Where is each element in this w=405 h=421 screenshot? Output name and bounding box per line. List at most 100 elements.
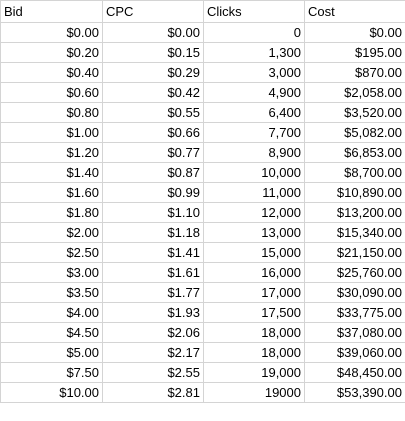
- bid-cell[interactable]: $3.50: [0, 282, 103, 303]
- table-row: $3.00 $1.61 16,000 $25,760.00: [0, 262, 405, 283]
- cpc-cell[interactable]: $2.55: [102, 362, 204, 383]
- bid-cell[interactable]: $0.80: [0, 102, 103, 123]
- cpc-cell[interactable]: $2.17: [102, 342, 204, 363]
- table-row: $0.80 $0.55 6,400 $3,520.00: [0, 102, 405, 123]
- cpc-cell[interactable]: $0.77: [102, 142, 204, 163]
- clicks-cell[interactable]: 19,000: [203, 362, 305, 383]
- table-row: $10.00 $2.81 19000 $53,390.00: [0, 382, 405, 403]
- cost-cell[interactable]: $53,390.00: [304, 382, 405, 403]
- bid-cell[interactable]: $1.60: [0, 182, 103, 203]
- clicks-cell[interactable]: 0: [203, 22, 305, 43]
- cost-cell[interactable]: $0.00: [304, 22, 405, 43]
- cpc-cell[interactable]: $0.55: [102, 102, 204, 123]
- table-row: $0.20 $0.15 1,300 $195.00: [0, 42, 405, 63]
- bid-cell[interactable]: $2.50: [0, 242, 103, 263]
- bid-cell[interactable]: $0.20: [0, 42, 103, 63]
- cpc-cell[interactable]: $1.93: [102, 302, 204, 323]
- table-row: $5.00 $2.17 18,000 $39,060.00: [0, 342, 405, 363]
- cost-cell[interactable]: $5,082.00: [304, 122, 405, 143]
- cost-cell[interactable]: $37,080.00: [304, 322, 405, 343]
- clicks-cell[interactable]: 1,300: [203, 42, 305, 63]
- cpc-cell[interactable]: $0.99: [102, 182, 204, 203]
- cpc-cell[interactable]: $1.10: [102, 202, 204, 223]
- column-header-cpc[interactable]: CPC: [102, 0, 204, 23]
- clicks-cell[interactable]: 4,900: [203, 82, 305, 103]
- cost-cell[interactable]: $39,060.00: [304, 342, 405, 363]
- table-row: $0.40 $0.29 3,000 $870.00: [0, 62, 405, 83]
- cost-cell[interactable]: $15,340.00: [304, 222, 405, 243]
- table-row: $4.50 $2.06 18,000 $37,080.00: [0, 322, 405, 343]
- bid-cell[interactable]: $1.80: [0, 202, 103, 223]
- cost-cell[interactable]: $6,853.00: [304, 142, 405, 163]
- cpc-cell[interactable]: $0.15: [102, 42, 204, 63]
- cpc-cell[interactable]: $0.66: [102, 122, 204, 143]
- table-row: $1.40 $0.87 10,000 $8,700.00: [0, 162, 405, 183]
- cost-cell[interactable]: $8,700.00: [304, 162, 405, 183]
- cpc-cell[interactable]: $0.87: [102, 162, 204, 183]
- cost-cell[interactable]: $10,890.00: [304, 182, 405, 203]
- cost-cell[interactable]: $195.00: [304, 42, 405, 63]
- cpc-cell[interactable]: $1.77: [102, 282, 204, 303]
- clicks-cell[interactable]: 19000: [203, 382, 305, 403]
- spreadsheet-table: Bid CPC Clicks Cost $0.00 $0.00 0 $0.00 $0.2…: [0, 0, 405, 403]
- column-header-bid[interactable]: Bid: [0, 0, 103, 23]
- table-row: $2.00 $1.18 13,000 $15,340.00: [0, 222, 405, 243]
- cpc-cell[interactable]: $1.41: [102, 242, 204, 263]
- cost-cell[interactable]: $870.00: [304, 62, 405, 83]
- bid-cell[interactable]: $10.00: [0, 382, 103, 403]
- cpc-cell[interactable]: $2.06: [102, 322, 204, 343]
- clicks-cell[interactable]: 18,000: [203, 322, 305, 343]
- clicks-cell[interactable]: 12,000: [203, 202, 305, 223]
- bid-cell[interactable]: $4.00: [0, 302, 103, 323]
- column-header-cost[interactable]: Cost: [304, 0, 405, 23]
- bid-cell[interactable]: $2.00: [0, 222, 103, 243]
- clicks-cell[interactable]: 11,000: [203, 182, 305, 203]
- table-row: $3.50 $1.77 17,000 $30,090.00: [0, 282, 405, 303]
- bid-cell[interactable]: $1.40: [0, 162, 103, 183]
- bid-cell[interactable]: $5.00: [0, 342, 103, 363]
- table-row: $1.20 $0.77 8,900 $6,853.00: [0, 142, 405, 163]
- cpc-cell[interactable]: $0.29: [102, 62, 204, 83]
- cost-cell[interactable]: $2,058.00: [304, 82, 405, 103]
- cpc-cell[interactable]: $1.18: [102, 222, 204, 243]
- table-row: $1.60 $0.99 11,000 $10,890.00: [0, 182, 405, 203]
- bid-cell[interactable]: $4.50: [0, 322, 103, 343]
- bid-cell[interactable]: $0.40: [0, 62, 103, 83]
- table-row: $2.50 $1.41 15,000 $21,150.00: [0, 242, 405, 263]
- clicks-cell[interactable]: 13,000: [203, 222, 305, 243]
- cpc-cell[interactable]: $2.81: [102, 382, 204, 403]
- clicks-cell[interactable]: 17,500: [203, 302, 305, 323]
- cost-cell[interactable]: $25,760.00: [304, 262, 405, 283]
- clicks-cell[interactable]: 8,900: [203, 142, 305, 163]
- cpc-cell[interactable]: $0.42: [102, 82, 204, 103]
- bid-cell[interactable]: $1.00: [0, 122, 103, 143]
- clicks-cell[interactable]: 16,000: [203, 262, 305, 283]
- clicks-cell[interactable]: 3,000: [203, 62, 305, 83]
- clicks-cell[interactable]: 17,000: [203, 282, 305, 303]
- cpc-cell[interactable]: $1.61: [102, 262, 204, 283]
- table-row: $7.50 $2.55 19,000 $48,450.00: [0, 362, 405, 383]
- cpc-cell[interactable]: $0.00: [102, 22, 204, 43]
- clicks-cell[interactable]: 15,000: [203, 242, 305, 263]
- bid-cell[interactable]: $0.60: [0, 82, 103, 103]
- table-row: $1.80 $1.10 12,000 $13,200.00: [0, 202, 405, 223]
- bid-cell[interactable]: $1.20: [0, 142, 103, 163]
- clicks-cell[interactable]: 18,000: [203, 342, 305, 363]
- bid-cell[interactable]: $0.00: [0, 22, 103, 43]
- cost-cell[interactable]: $48,450.00: [304, 362, 405, 383]
- table-body: $0.00 $0.00 0 $0.00 $0.20 $0.15 1,300 $195.00 $0…: [0, 22, 405, 403]
- bid-cell[interactable]: $3.00: [0, 262, 103, 283]
- clicks-cell[interactable]: 6,400: [203, 102, 305, 123]
- clicks-cell[interactable]: 7,700: [203, 122, 305, 143]
- cost-cell[interactable]: $33,775.00: [304, 302, 405, 323]
- table-row: $1.00 $0.66 7,700 $5,082.00: [0, 122, 405, 143]
- cost-cell[interactable]: $30,090.00: [304, 282, 405, 303]
- clicks-cell[interactable]: 10,000: [203, 162, 305, 183]
- cost-cell[interactable]: $13,200.00: [304, 202, 405, 223]
- cost-cell[interactable]: $21,150.00: [304, 242, 405, 263]
- cost-cell[interactable]: $3,520.00: [304, 102, 405, 123]
- table-row: $0.60 $0.42 4,900 $2,058.00: [0, 82, 405, 103]
- bid-cell[interactable]: $7.50: [0, 362, 103, 383]
- column-header-clicks[interactable]: Clicks: [203, 0, 305, 23]
- table-row: $4.00 $1.93 17,500 $33,775.00: [0, 302, 405, 323]
